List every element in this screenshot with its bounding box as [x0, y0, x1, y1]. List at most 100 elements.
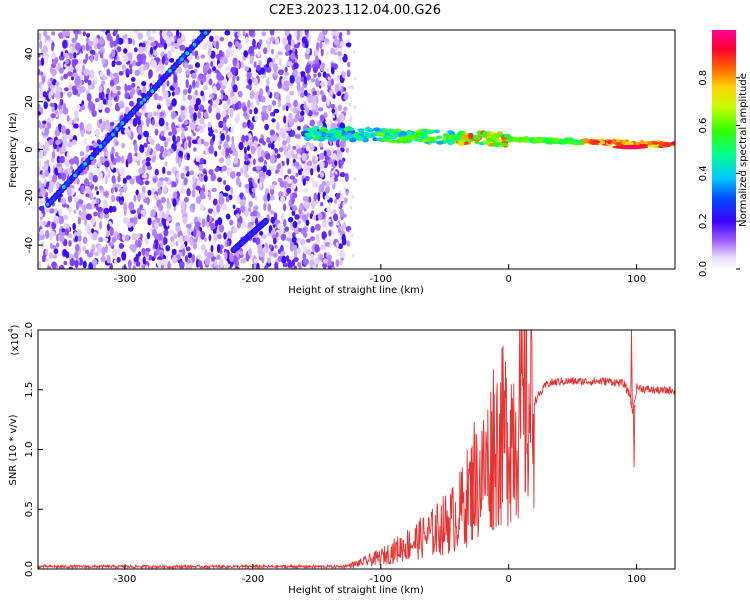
noise-cell [90, 218, 96, 226]
noise-cell [77, 216, 82, 225]
noise-cell [329, 243, 333, 247]
noise-cell [225, 134, 230, 143]
noise-cell [87, 79, 92, 86]
noise-cell [203, 237, 207, 242]
streak-cell [90, 153, 95, 158]
noise-cell [105, 149, 109, 157]
signal-cell [658, 141, 664, 147]
noise-cell [44, 127, 48, 136]
noise-cell [234, 266, 240, 269]
noise-cell [272, 100, 277, 106]
noise-cell [127, 155, 133, 164]
noise-cell [99, 71, 104, 78]
noise-cell [126, 221, 133, 228]
noise-cell [110, 187, 114, 194]
noise-cell [86, 92, 92, 102]
noise-cell [163, 126, 167, 134]
noise-cell [58, 215, 65, 225]
streak-cell [73, 173, 77, 178]
noise-cell [38, 40, 43, 50]
noise-cell [85, 213, 92, 221]
noise-cell [45, 249, 49, 256]
noise-cell [60, 125, 67, 134]
noise-cell [55, 91, 61, 100]
noise-cell [133, 30, 140, 35]
noise-cell [62, 30, 66, 37]
noise-cell [281, 84, 286, 91]
noise-cell [141, 174, 148, 179]
noise-cell [224, 264, 229, 269]
signal-cell [670, 141, 675, 146]
noise-cell [263, 203, 267, 211]
streak-cell [85, 158, 90, 163]
noise-cell [290, 52, 296, 60]
noise-cell [265, 152, 271, 160]
noise-cell [164, 147, 168, 157]
noise-cell [166, 170, 172, 176]
noise-cell [332, 230, 335, 235]
noise-cell [331, 170, 334, 175]
noise-cell [162, 258, 169, 266]
noise-cell [235, 213, 240, 219]
streak-cell [96, 147, 101, 152]
noise-cell [82, 31, 86, 37]
noise-cell [277, 248, 282, 255]
noise-cell [298, 228, 303, 233]
noise-cell [293, 62, 299, 70]
streak-cell [126, 115, 131, 120]
noise-cell [199, 104, 205, 112]
signal-cell [639, 139, 645, 145]
noise-cell [123, 48, 128, 54]
noise-cell [252, 237, 257, 243]
noise-cell [144, 46, 149, 53]
noise-cell [206, 214, 210, 223]
noise-cell [121, 234, 126, 242]
noise-cell [50, 87, 54, 96]
noise-cell [100, 30, 107, 33]
noise-cell [58, 54, 65, 61]
noise-cell [83, 68, 90, 76]
noise-cell [142, 58, 146, 65]
noise-cell [286, 135, 291, 144]
noise-cell [71, 37, 76, 44]
noise-cell [313, 257, 320, 265]
noise-cell [267, 192, 271, 202]
streak-cell [195, 39, 199, 44]
noise-cell [163, 177, 169, 182]
noise-cell [327, 120, 332, 129]
noise-cell [203, 141, 210, 147]
noise-cell [302, 188, 309, 193]
noise-cell [183, 61, 189, 69]
noise-cell [131, 82, 136, 88]
noise-cell [319, 90, 324, 95]
noise-cell [50, 230, 56, 237]
noise-cell [154, 243, 159, 250]
signal-cell [460, 134, 469, 140]
noise-cell [222, 77, 228, 87]
noise-cell [60, 230, 67, 236]
noise-cell [340, 47, 343, 51]
noise-cell [339, 154, 342, 159]
signal-cell [589, 140, 598, 145]
noise-cell [236, 171, 241, 177]
noise-cell [147, 217, 152, 226]
noise-cell [147, 135, 153, 143]
noise-cell [73, 52, 77, 59]
noise-cell [316, 164, 321, 173]
noise-cell [84, 217, 88, 227]
noise-cell [327, 76, 331, 81]
noise-cell [148, 69, 153, 79]
spectrogram-y-tick-label: -20 [24, 189, 35, 205]
noise-cell [196, 179, 201, 186]
noise-cell [141, 80, 147, 87]
streak-cell [83, 161, 87, 166]
noise-cell [62, 132, 68, 141]
spectrogram-x-tick-label: -200 [242, 274, 265, 285]
noise-cell [218, 224, 225, 233]
noise-cell [218, 120, 224, 129]
noise-cell [266, 77, 270, 87]
noise-cell [68, 266, 74, 269]
noise-cell [143, 142, 148, 148]
noise-cell [282, 104, 286, 111]
noise-cell [348, 102, 352, 107]
